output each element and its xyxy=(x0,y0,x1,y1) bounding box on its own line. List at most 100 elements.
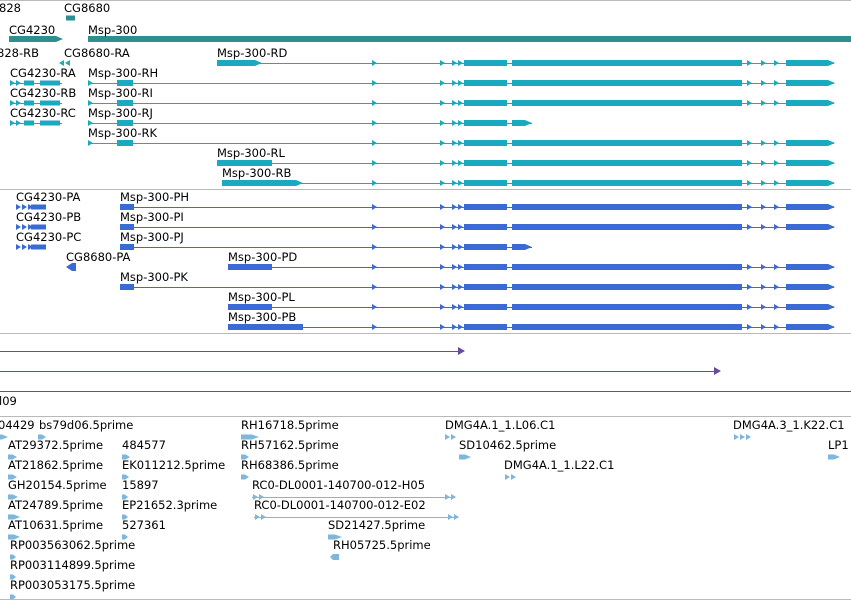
transcript-glyph[interactable] xyxy=(372,224,377,230)
transcript-glyph[interactable] xyxy=(28,204,33,210)
transcript-glyph[interactable] xyxy=(440,284,445,290)
est-glyph[interactable] xyxy=(10,574,16,580)
transcript-glyph[interactable] xyxy=(452,180,457,186)
transcript-glyph[interactable] xyxy=(228,324,303,330)
feature-label[interactable]: Msp-300-PL xyxy=(228,290,295,304)
gene-glyph[interactable] xyxy=(9,36,63,42)
transcript-glyph[interactable] xyxy=(774,204,779,210)
feature-label[interactable]: LP1 xyxy=(828,438,849,452)
est-glyph[interactable] xyxy=(451,494,456,500)
transcript-glyph[interactable] xyxy=(452,284,457,290)
est-glyph[interactable] xyxy=(241,454,249,460)
feature-label[interactable]: GH20154.5prime xyxy=(8,478,107,492)
est-glyph[interactable] xyxy=(445,434,450,440)
transcript-glyph[interactable] xyxy=(774,100,779,106)
est-glyph[interactable] xyxy=(253,494,258,500)
feature-label[interactable]: Msp-300 xyxy=(88,23,138,37)
est-glyph[interactable] xyxy=(255,514,260,520)
est-glyph[interactable] xyxy=(8,534,20,540)
transcript-glyph[interactable] xyxy=(774,140,779,146)
transcript-glyph[interactable] xyxy=(440,264,445,270)
transcript-glyph[interactable] xyxy=(464,284,507,290)
transcript-glyph[interactable] xyxy=(786,140,835,146)
transcript-glyph[interactable] xyxy=(458,60,463,66)
transcript-glyph[interactable] xyxy=(464,244,507,250)
transcript-glyph[interactable] xyxy=(774,324,779,330)
transcript-glyph[interactable] xyxy=(372,180,377,186)
transcript-glyph[interactable] xyxy=(747,140,752,146)
transcript-glyph[interactable] xyxy=(452,120,457,126)
transcript-glyph[interactable] xyxy=(774,160,779,166)
est-glyph[interactable] xyxy=(740,434,745,440)
feature-label[interactable]: Msp-300-PH xyxy=(120,190,190,204)
transcript-glyph[interactable] xyxy=(440,324,445,330)
feature-label[interactable]: RH05725.5prime xyxy=(333,538,431,552)
transcript-glyph[interactable] xyxy=(774,224,779,230)
transcript-glyph[interactable] xyxy=(458,224,463,230)
feature-label[interactable]: RP003563062.5prime xyxy=(10,538,136,552)
transcript-glyph[interactable] xyxy=(761,60,766,66)
transcript-glyph[interactable] xyxy=(372,120,377,126)
feature-label[interactable]: EK011212.5prime xyxy=(122,458,226,472)
est-glyph[interactable] xyxy=(8,494,18,500)
est-glyph[interactable] xyxy=(8,514,20,520)
transcript-glyph[interactable] xyxy=(512,284,742,290)
est-glyph[interactable] xyxy=(0,434,8,440)
feature-label[interactable]: RH57162.5prime xyxy=(241,438,339,452)
transcript-glyph[interactable] xyxy=(512,264,742,270)
transcript-glyph[interactable] xyxy=(512,324,742,330)
transcript-glyph[interactable] xyxy=(440,80,445,86)
transcript-glyph[interactable] xyxy=(65,60,70,66)
transcript-glyph[interactable] xyxy=(372,284,377,290)
est-glyph[interactable] xyxy=(445,494,450,500)
transcript-glyph[interactable] xyxy=(761,324,766,330)
transcript-glyph[interactable] xyxy=(10,100,15,106)
transcript-glyph[interactable] xyxy=(458,120,463,126)
feature-label[interactable]: 15897 xyxy=(122,478,159,492)
feature-label[interactable]: Msp-300-RB xyxy=(222,166,292,180)
transcript-glyph[interactable] xyxy=(458,100,463,106)
transcript-glyph[interactable] xyxy=(440,60,445,66)
est-glyph[interactable] xyxy=(241,474,249,480)
feature-label[interactable]: Msp-300-PK xyxy=(120,270,188,284)
est-glyph[interactable] xyxy=(451,434,456,440)
transcript-glyph[interactable] xyxy=(28,244,33,250)
transcript-glyph[interactable] xyxy=(88,80,93,86)
transcript-glyph[interactable] xyxy=(452,80,457,86)
transcript-glyph[interactable] xyxy=(458,204,463,210)
transcript-glyph[interactable] xyxy=(372,60,377,66)
transcript-glyph[interactable] xyxy=(747,264,752,270)
transcript-glyph[interactable] xyxy=(464,180,507,186)
transcript-glyph[interactable] xyxy=(24,100,34,106)
transcript-glyph[interactable] xyxy=(512,140,742,146)
est-glyph[interactable] xyxy=(454,514,459,520)
transcript-glyph[interactable] xyxy=(452,324,457,330)
transcript-glyph[interactable] xyxy=(28,224,33,230)
transcript-glyph[interactable] xyxy=(372,324,377,330)
transcript-glyph[interactable] xyxy=(16,80,21,86)
transcript-glyph[interactable] xyxy=(31,244,46,250)
feature-label[interactable]: Msp-300-RH xyxy=(88,66,159,80)
est-glyph[interactable] xyxy=(505,474,510,480)
transcript-glyph[interactable] xyxy=(22,224,27,230)
est-glyph[interactable] xyxy=(122,534,128,540)
transcript-glyph[interactable] xyxy=(31,204,46,210)
transcript-glyph[interactable] xyxy=(440,160,445,166)
feature-label[interactable]: 828-RB xyxy=(0,46,39,60)
transcript-glyph[interactable] xyxy=(16,120,21,126)
transcript-glyph[interactable] xyxy=(747,180,752,186)
gene-glyph[interactable] xyxy=(88,36,851,42)
gene-glyph[interactable] xyxy=(66,15,75,21)
transcript-glyph[interactable] xyxy=(458,284,463,290)
transcript-glyph[interactable] xyxy=(512,204,742,210)
transcript-glyph[interactable] xyxy=(452,60,457,66)
transcript-glyph[interactable] xyxy=(452,224,457,230)
transcript-glyph[interactable] xyxy=(747,100,752,106)
transcript-glyph[interactable] xyxy=(774,60,779,66)
transcript-glyph[interactable] xyxy=(761,224,766,230)
est-glyph[interactable] xyxy=(38,434,46,440)
feature-label[interactable]: RH16718.5prime xyxy=(241,418,339,432)
transcript-glyph[interactable] xyxy=(747,304,752,310)
insertion-glyph[interactable] xyxy=(714,367,721,375)
transcript-glyph[interactable] xyxy=(120,204,134,210)
